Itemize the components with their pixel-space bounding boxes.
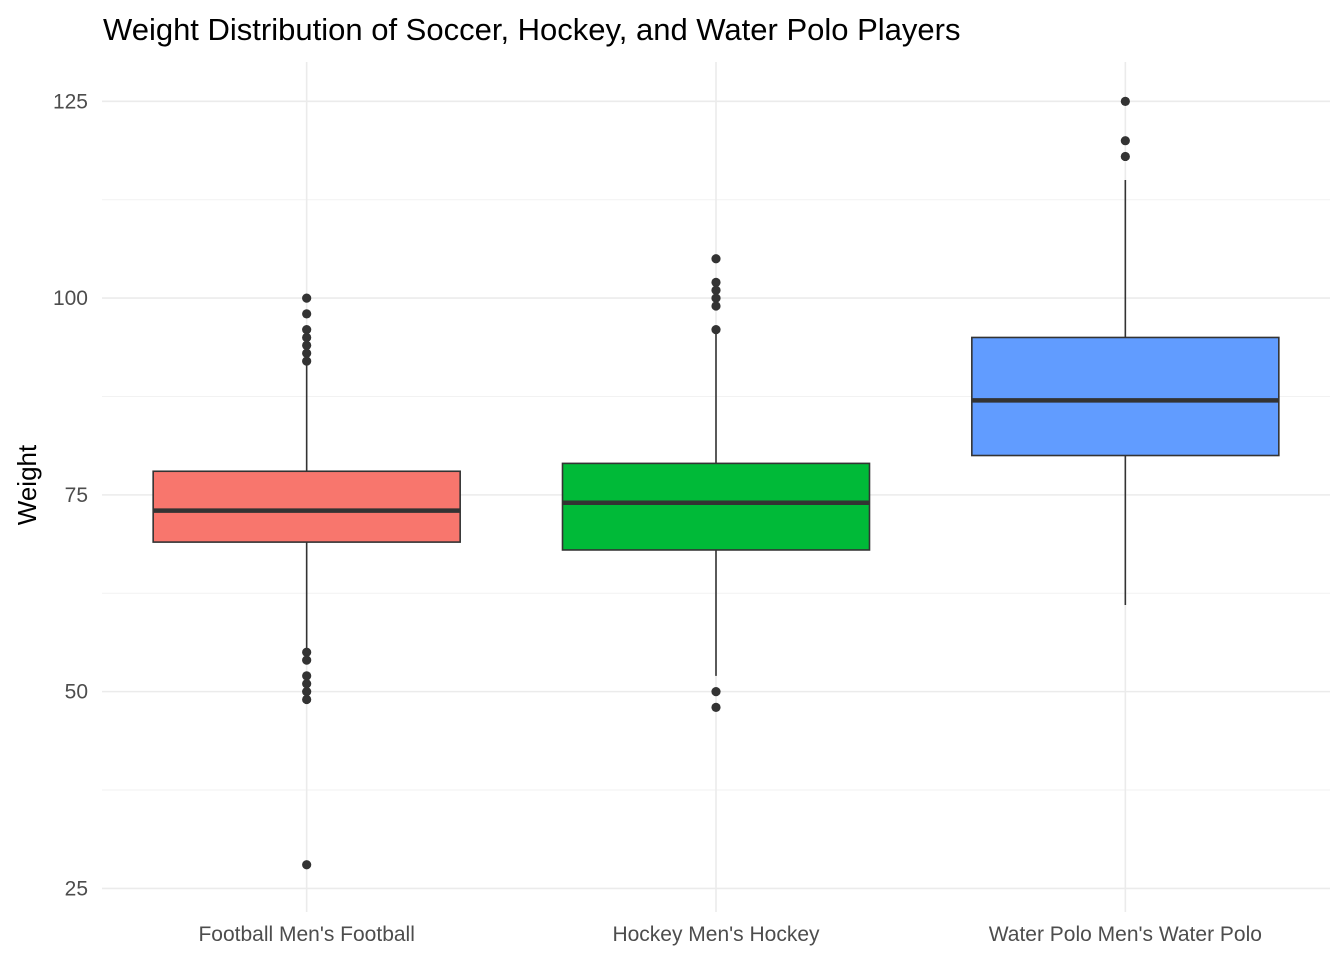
y-tick-label: 25 <box>65 877 88 900</box>
outlier-point <box>711 324 721 335</box>
outlier-point <box>302 655 312 665</box>
outlier-point <box>1120 96 1130 106</box>
outlier-point <box>302 309 312 319</box>
boxplot-1 <box>152 293 461 870</box>
outlier-point <box>302 671 312 681</box>
y-axis-ticks: 25 50 75 100 125 <box>53 90 88 900</box>
outlier-point <box>711 293 721 303</box>
x-tick-label: Hockey Men's Hockey <box>612 923 820 946</box>
outlier-point <box>711 301 721 311</box>
outlier-point <box>711 254 721 264</box>
outlier-point <box>302 356 312 366</box>
boxplots <box>152 96 1280 870</box>
outlier-point <box>302 348 312 358</box>
y-axis-label: Weight <box>12 444 42 525</box>
outlier-point <box>302 340 312 350</box>
outlier-point <box>1120 136 1130 146</box>
outlier-point <box>1120 151 1130 162</box>
x-tick-label: Water Polo Men's Water Polo <box>989 923 1262 946</box>
box <box>561 462 871 551</box>
outlier-point <box>302 647 312 657</box>
x-tick-label: Football Men's Football <box>198 923 414 946</box>
outlier-point <box>302 679 312 689</box>
outlier-point <box>711 285 721 295</box>
outlier-point <box>302 687 312 697</box>
x-axis-ticks: Football Men's Football Hockey Men's Hock… <box>198 923 1262 946</box>
y-tick-label: 125 <box>53 90 88 113</box>
y-tick-label: 50 <box>65 681 88 704</box>
outlier-point <box>711 702 721 712</box>
chart-title: Weight Distribution of Soccer, Hockey, a… <box>103 12 960 47</box>
outlier-point <box>302 324 312 335</box>
boxplot-2 <box>561 254 871 712</box>
y-tick-label: 100 <box>53 287 88 310</box>
outlier-point <box>302 694 312 705</box>
box <box>971 336 1280 457</box>
outlier-point <box>711 277 721 287</box>
outlier-point <box>711 687 721 697</box>
box <box>152 470 461 543</box>
outlier-point <box>302 293 312 303</box>
y-tick-label: 75 <box>65 484 88 507</box>
boxplot-3 <box>971 96 1280 606</box>
outlier-point <box>302 860 312 870</box>
outlier-point <box>302 332 312 343</box>
